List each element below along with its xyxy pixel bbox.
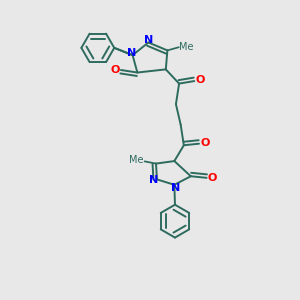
- Text: N: N: [171, 183, 180, 193]
- Text: N: N: [144, 34, 154, 45]
- Text: N: N: [149, 175, 158, 185]
- Text: O: O: [200, 138, 209, 148]
- Text: O: O: [110, 65, 120, 75]
- Text: O: O: [195, 75, 205, 85]
- Text: O: O: [208, 173, 217, 183]
- Text: N: N: [127, 48, 136, 58]
- Text: Me: Me: [179, 42, 194, 52]
- Text: Me: Me: [130, 155, 144, 165]
